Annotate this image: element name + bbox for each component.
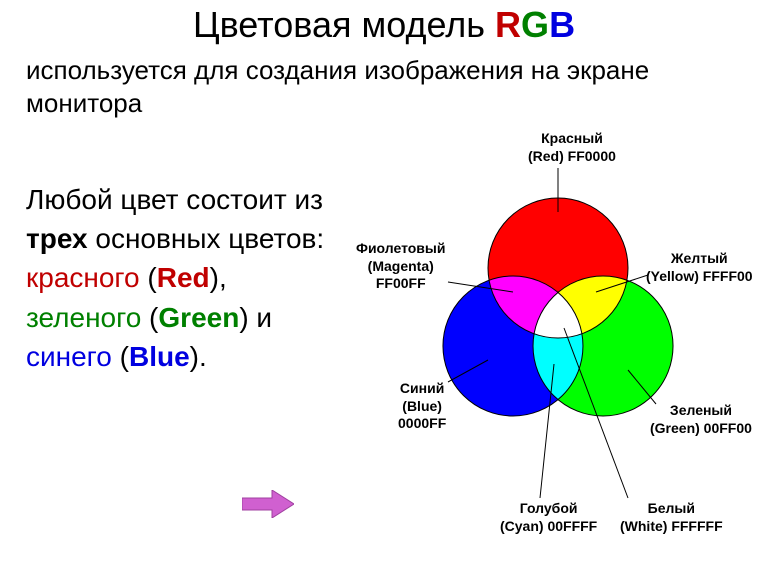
label-magenta: Фиолетовый(Magenta) FF00FF: [356, 240, 445, 293]
label-green: Зеленый(Green) 00FF00: [650, 402, 752, 437]
rgb-venn-diagram: Красный(Red) FF0000 Желтый(Yellow) FFFF00…: [338, 120, 758, 560]
title-b: B: [549, 4, 575, 45]
label-blue: Синий(Blue) 0000FF: [398, 380, 446, 433]
venn-svg: [338, 120, 758, 560]
title-text: Цветовая модель: [193, 4, 495, 45]
label-white: Белый(White) FFFFFF: [620, 500, 723, 535]
label-cyan: Голубой(Cyan) 00FFFF: [500, 500, 597, 535]
arrow-icon: [242, 490, 294, 518]
title-g: G: [521, 4, 549, 45]
body-paragraph: Любой цвет состоит из трех основных цвет…: [26, 180, 326, 376]
label-red: Красный(Red) FF0000: [528, 130, 616, 165]
subtitle: используется для создания изображения на…: [26, 54, 768, 119]
title-r: R: [495, 4, 521, 45]
page-title: Цветовая модель RGB: [0, 4, 768, 46]
label-yellow: Желтый(Yellow) FFFF00: [646, 250, 753, 285]
